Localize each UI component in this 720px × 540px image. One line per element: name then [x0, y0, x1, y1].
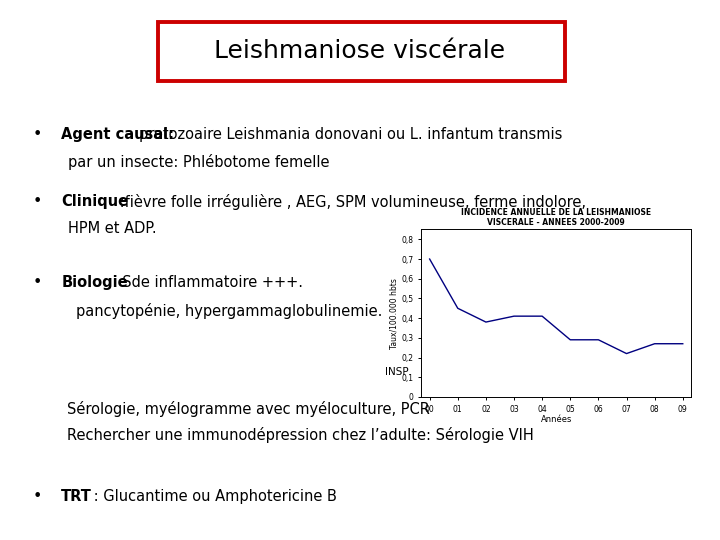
Text: •: • — [32, 489, 42, 504]
Text: Clinique: Clinique — [61, 194, 128, 210]
Text: : Glucantime ou Amphotericine B: : Glucantime ou Amphotericine B — [89, 489, 336, 504]
Text: •: • — [32, 127, 42, 142]
FancyBboxPatch shape — [158, 22, 565, 81]
Text: •: • — [32, 275, 42, 291]
Text: protozoaire Leishmania donovani ou L. infantum transmis: protozoaire Leishmania donovani ou L. in… — [139, 127, 562, 142]
X-axis label: Années: Années — [541, 415, 572, 424]
Text: Agent causal:: Agent causal: — [61, 127, 174, 142]
Text: TRT: TRT — [61, 489, 92, 504]
Text: Rechercher une immunodépression chez l’adulte: Sérologie VIH: Rechercher une immunodépression chez l’a… — [67, 427, 534, 443]
Y-axis label: Taux/100.000 hbts: Taux/100.000 hbts — [390, 278, 399, 349]
Text: Biologie: Biologie — [61, 275, 128, 291]
Text: : Sde inflammatoire +++.: : Sde inflammatoire +++. — [108, 275, 303, 291]
Text: HPM et ADP.: HPM et ADP. — [68, 221, 157, 237]
Text: •: • — [32, 194, 42, 210]
Text: Sérologie, myélogramme avec myéloculture, PCR: Sérologie, myélogramme avec myéloculture… — [67, 401, 430, 417]
Text: :fièvre folle irrégulière , AEG, SPM volumineuse, ferme indolore,: :fièvre folle irrégulière , AEG, SPM vol… — [115, 194, 586, 211]
Title: INCIDENCE ANNUELLE DE LA LEISHMANIOSE
VISCERALE - ANNEES 2000-2009: INCIDENCE ANNUELLE DE LA LEISHMANIOSE VI… — [461, 208, 652, 227]
Text: Leishmaniose viscérale: Leishmaniose viscérale — [215, 39, 505, 63]
Text: INSP: INSP — [385, 367, 409, 377]
Text: pancytopénie, hypergammaglobulinemie.: pancytopénie, hypergammaglobulinemie. — [76, 303, 382, 320]
Text: par un insecte: Phlébotome femelle: par un insecte: Phlébotome femelle — [68, 154, 330, 170]
